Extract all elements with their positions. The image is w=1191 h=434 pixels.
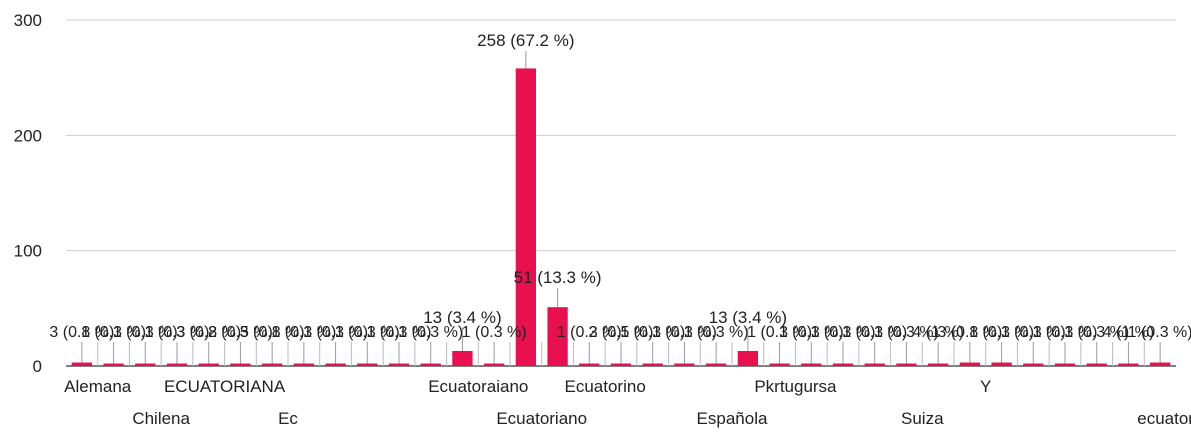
x-category-label: Y <box>980 377 991 396</box>
data-label: 1 (0.3 %) <box>747 324 812 341</box>
data-label: 4 (1 %) <box>1103 324 1155 341</box>
data-label: 1 (0.3 %) <box>557 324 622 341</box>
x-category-label: Ecuatorino <box>565 377 646 396</box>
data-label: 3 (0.8 %) <box>49 324 114 341</box>
data-label: 2 (0.5 %) <box>589 324 654 341</box>
bar <box>1086 363 1107 366</box>
x-category-label: Ecuatoraiano <box>428 377 528 396</box>
x-category-label: ecuatori… <box>1137 409 1191 428</box>
data-label: 1 (0.3 %) <box>811 324 876 341</box>
bar <box>1023 363 1044 366</box>
bar <box>357 363 378 366</box>
x-category-label: Suiza <box>901 409 944 428</box>
data-label: 1 (0.3 %) <box>684 324 749 341</box>
bar <box>769 363 790 366</box>
bar <box>325 363 346 366</box>
data-label: 4 (1 %) <box>912 324 964 341</box>
bar <box>547 307 568 366</box>
bar <box>483 363 505 366</box>
x-category-label: Alemana <box>64 377 132 396</box>
y-tick-label: 0 <box>33 357 42 376</box>
data-label: 258 (67.2 %) <box>477 31 574 50</box>
bar <box>198 363 219 366</box>
bar <box>705 363 727 366</box>
bar <box>737 351 759 366</box>
bar <box>230 363 251 366</box>
x-category-label: Española <box>697 409 768 428</box>
data-label: 13 (3.4 %) <box>423 308 501 327</box>
x-category-label: Chilena <box>132 409 190 428</box>
data-label: 3 (0.8 %) <box>240 324 305 341</box>
bar <box>420 363 441 366</box>
bar <box>674 363 695 366</box>
bar <box>452 351 473 366</box>
bar <box>927 363 949 366</box>
y-tick-label: 100 <box>14 242 42 261</box>
bar <box>388 363 410 366</box>
data-label: 1 (0.3 %) <box>303 324 368 341</box>
bar <box>293 363 315 366</box>
bar <box>103 363 124 366</box>
bar <box>1054 363 1076 366</box>
data-label: 1 (0.3 %) <box>81 324 146 341</box>
bar <box>864 363 885 366</box>
bar <box>135 363 156 366</box>
x-category-label: Ecuatoriano <box>496 409 587 428</box>
bar <box>959 362 981 366</box>
data-label: 13 (3.4 %) <box>709 308 787 327</box>
data-label: 1 (0.3 %) <box>1033 324 1098 341</box>
bar <box>801 363 822 366</box>
y-tick-label: 200 <box>14 126 42 145</box>
bar <box>515 68 537 366</box>
x-category-label: Pkrtugursa <box>754 377 837 396</box>
data-label: 1 (0.3 %) <box>367 324 432 341</box>
data-label: 1 (0.3 %) <box>335 324 400 341</box>
x-category-label: ECUATORIANA <box>164 377 286 396</box>
bar <box>896 363 917 366</box>
bar <box>261 363 283 366</box>
bar <box>1118 363 1139 366</box>
data-label: 1 (0.3 %) <box>1064 324 1129 341</box>
data-label: 51 (13.3 %) <box>514 268 602 287</box>
data-label: 1 (0.3 %) <box>779 324 844 341</box>
bar <box>579 363 600 366</box>
data-label: 1 (0.3 %) <box>113 324 178 341</box>
bar <box>1149 362 1171 366</box>
data-label: 1 (0.3 %) <box>271 324 336 341</box>
data-label: 1 (0.3 %) <box>462 324 527 341</box>
data-label: 1 (0.3 %) <box>969 324 1034 341</box>
bar <box>642 363 663 366</box>
bar <box>610 363 632 366</box>
x-category-label: Ec <box>278 409 298 428</box>
data-label: 1 (0.3 %) <box>1001 324 1066 341</box>
data-label: 1 (0.3 %) <box>652 324 717 341</box>
data-label: 2 (0.5 %) <box>208 324 273 341</box>
bar <box>71 362 93 366</box>
data-label: 1 (0.3 %) <box>398 324 463 341</box>
data-label: 1 (0.3 %) <box>1128 324 1191 341</box>
data-label: 1 (0.3 %) <box>145 324 210 341</box>
data-label: 3 (0.8 %) <box>176 324 241 341</box>
data-label: 1 (0.3 %) <box>842 324 907 341</box>
bar <box>166 363 188 366</box>
y-tick-label: 300 <box>14 11 42 30</box>
data-label: 1 (0.3 %) <box>620 324 685 341</box>
data-label: 3 (0.8 %) <box>937 324 1002 341</box>
data-label: 1 (0.3 %) <box>874 324 939 341</box>
bar <box>832 363 854 366</box>
bar <box>991 362 1012 366</box>
